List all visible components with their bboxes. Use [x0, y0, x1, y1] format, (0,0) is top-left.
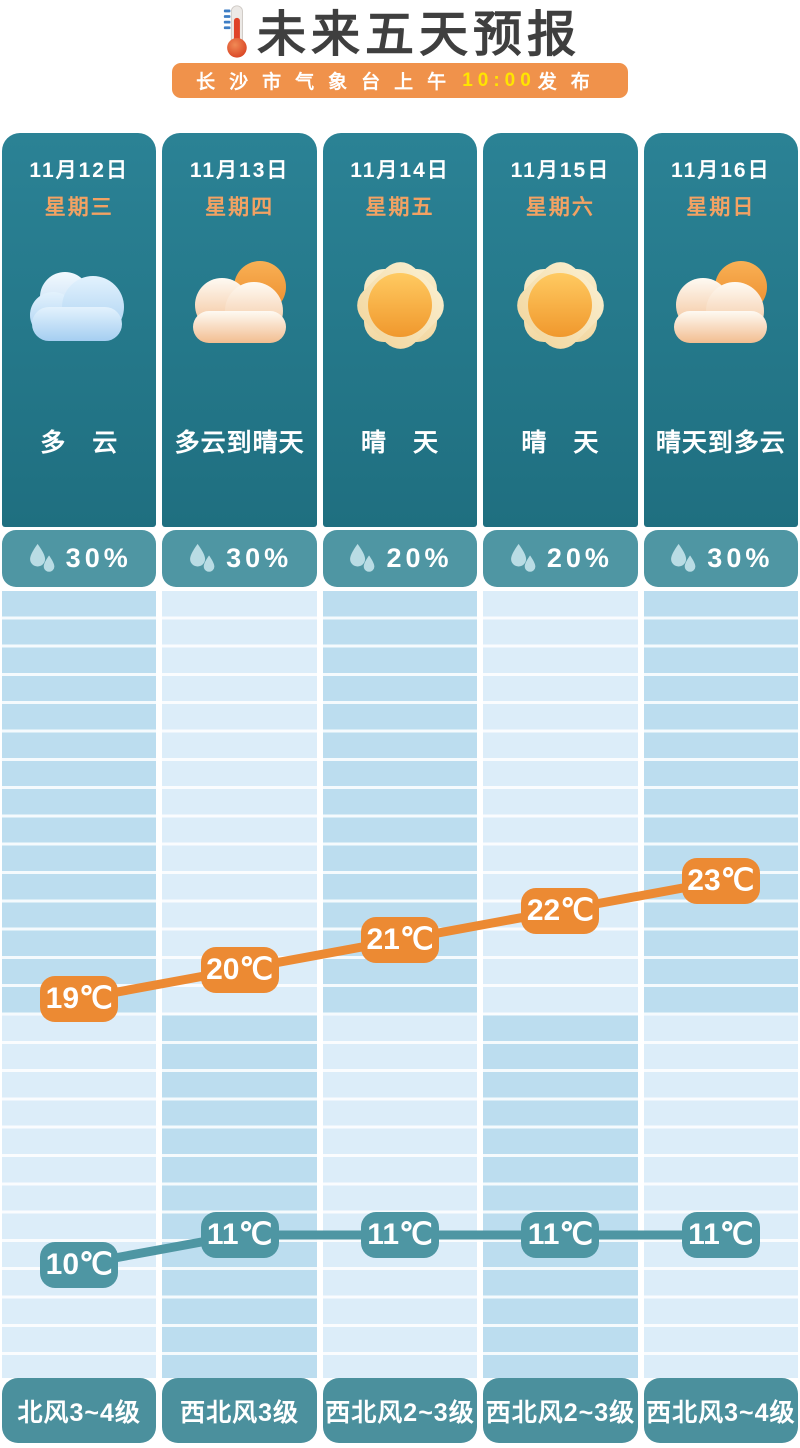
- precip-badge-2: 30%: [162, 530, 317, 587]
- wind-row: 北风3~4级 西北风3级 西北风2~3级 西北风2~3级 西北风3~4级: [2, 1378, 799, 1443]
- date-label: 11月12日: [29, 159, 129, 182]
- raindrops-icon: [508, 543, 538, 575]
- precip-badge-1: 30%: [2, 530, 157, 587]
- date-label: 11月15日: [510, 159, 611, 182]
- weather-text: 多 云: [40, 429, 119, 457]
- weekday-label: 星期日: [686, 196, 756, 219]
- raindrops-icon: [668, 543, 698, 575]
- publisher-banner: 长沙市气象台上午 10:00 发布: [172, 63, 628, 98]
- temp-label: 22℃: [521, 887, 600, 934]
- day-card-2: 11月13日 星期四 多云到晴天: [162, 133, 317, 527]
- banner-suffix: 发布: [537, 72, 604, 93]
- banner-prefix: 长沙市气象台上午: [196, 72, 461, 93]
- banner-publish-time: 10:00: [462, 69, 536, 91]
- temperature-trend-chart: 19℃ 20℃ 21℃ 22℃ 23℃ 10℃ 11℃ 11℃ 11℃ 11℃: [2, 591, 799, 1378]
- weather-text: 晴 天: [361, 429, 440, 457]
- day-card-3: 11月14日 星期五 晴 天: [322, 133, 478, 527]
- temp-label: 11℃: [521, 1212, 600, 1258]
- day-cards-row: 11月12日 星期三 多 云 11月13日 星期四 多云到晴天 11月14日 星…: [2, 133, 799, 527]
- precip-badge-5: 30%: [643, 530, 799, 587]
- wind-badge-3: 西北风2~3级: [322, 1378, 478, 1443]
- precip-row: 30% 30% 20% 20% 30%: [2, 530, 799, 587]
- weekday-label: 星期六: [525, 196, 595, 219]
- precip-badge-3: 20%: [322, 530, 478, 587]
- weather-text: 多云到晴天: [174, 429, 305, 457]
- day-card-5: 11月16日 星期日 晴天到多云: [643, 133, 799, 527]
- wind-badge-4: 西北风2~3级: [483, 1378, 638, 1443]
- publisher-banner-wrap: 长沙市气象台上午 10:00 发布: [0, 63, 800, 98]
- precip-value: 30%: [707, 543, 774, 573]
- date-label: 11月16日: [671, 159, 771, 182]
- wind-badge-1: 北风3~4级: [2, 1378, 157, 1443]
- temperature-lines: [74, 876, 726, 1269]
- precip-value: 30%: [226, 543, 293, 573]
- temp-label: 11℃: [200, 1212, 279, 1258]
- date-label: 11月14日: [350, 159, 450, 182]
- wind-badge-2: 西北风3级: [162, 1378, 317, 1443]
- wind-badge-5: 西北风3~4级: [643, 1378, 799, 1443]
- temp-label: 20℃: [200, 946, 279, 993]
- sun-icon: [500, 247, 620, 367]
- raindrops-icon: [27, 543, 57, 575]
- raindrops-icon: [187, 543, 217, 575]
- day-card-4: 11月15日 星期六 晴 天: [483, 133, 638, 527]
- temp-label: 11℃: [681, 1212, 760, 1258]
- precip-value: 20%: [386, 543, 453, 573]
- weekday-label: 星期五: [365, 196, 435, 219]
- cloud-sun-icon: [180, 247, 300, 367]
- temp-label: 21℃: [361, 917, 439, 963]
- day-card-1: 11月12日 星期三 多 云: [2, 133, 157, 527]
- temp-label: 23℃: [681, 858, 760, 904]
- cloudy-icon: [19, 247, 139, 367]
- raindrops-icon: [347, 543, 377, 575]
- weather-text: 晴 天: [521, 429, 600, 457]
- precip-value: 30%: [65, 543, 132, 573]
- weather-text: 晴天到多云: [655, 429, 786, 457]
- date-label: 11月13日: [189, 159, 290, 182]
- sun-icon: [340, 247, 460, 367]
- weekday-label: 星期三: [44, 196, 114, 219]
- temp-label: 19℃: [40, 976, 119, 1022]
- cloud-sun-icon: [661, 247, 781, 367]
- weekday-label: 星期四: [205, 196, 275, 219]
- page-header: 未来五天预报: [0, 0, 800, 62]
- temp-label: 10℃: [40, 1241, 119, 1288]
- temp-label: 11℃: [361, 1212, 439, 1258]
- thermometer-icon: [219, 3, 253, 59]
- page-title: 未来五天预报: [256, 7, 581, 62]
- precip-badge-4: 20%: [483, 530, 638, 587]
- precip-value: 20%: [546, 543, 613, 573]
